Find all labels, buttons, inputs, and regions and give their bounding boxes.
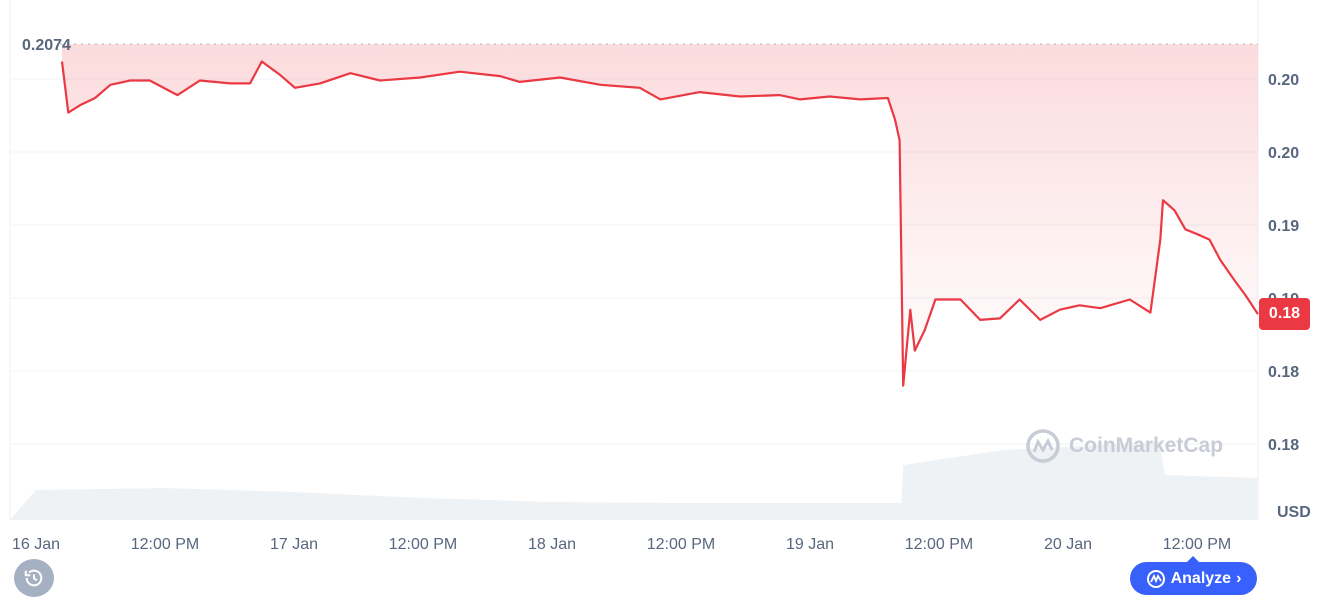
reference-label: 0.2074 [22,37,71,54]
y-tick-label: 0.18 [1268,364,1299,381]
y-tick-label: 0.20 [1268,72,1299,89]
history-button[interactable] [14,559,54,597]
volume-area [10,442,1258,520]
history-icon [24,569,43,587]
price-area-fill [61,43,1258,386]
analyze-icon [1146,569,1165,588]
x-tick-label: 12:00 PM [647,536,715,553]
y-tick-label: 0.18 [1268,437,1299,454]
watermark-text: CoinMarketCap [1069,434,1224,457]
price-line [60,60,1259,387]
x-tick-label: 17 Jan [270,536,318,553]
y-tick-label: 0.20 [1268,145,1299,162]
chevron-right-icon: › [1236,569,1242,587]
x-tick-label: 12:00 PM [1163,536,1231,553]
current-price-badge: 0.18 [1259,298,1310,330]
x-tick-label: 16 Jan [12,536,60,553]
x-tick-label: 12:00 PM [905,536,973,553]
coinmarketcap-logo-icon [1026,429,1060,463]
watermark: CoinMarketCap [1025,428,1223,464]
x-tick-label: 12:00 PM [131,536,199,553]
x-tick-label: 20 Jan [1044,536,1092,553]
x-tick-label: 12:00 PM [389,536,457,553]
currency-label: USD [1277,504,1311,521]
x-tick-label: 18 Jan [528,536,576,553]
y-tick-label: 0.19 [1268,218,1299,235]
analyze-label: Analyze [1170,569,1232,587]
x-tick-label: 19 Jan [786,536,834,553]
analyze-button[interactable]: Analyze › [1130,556,1257,595]
